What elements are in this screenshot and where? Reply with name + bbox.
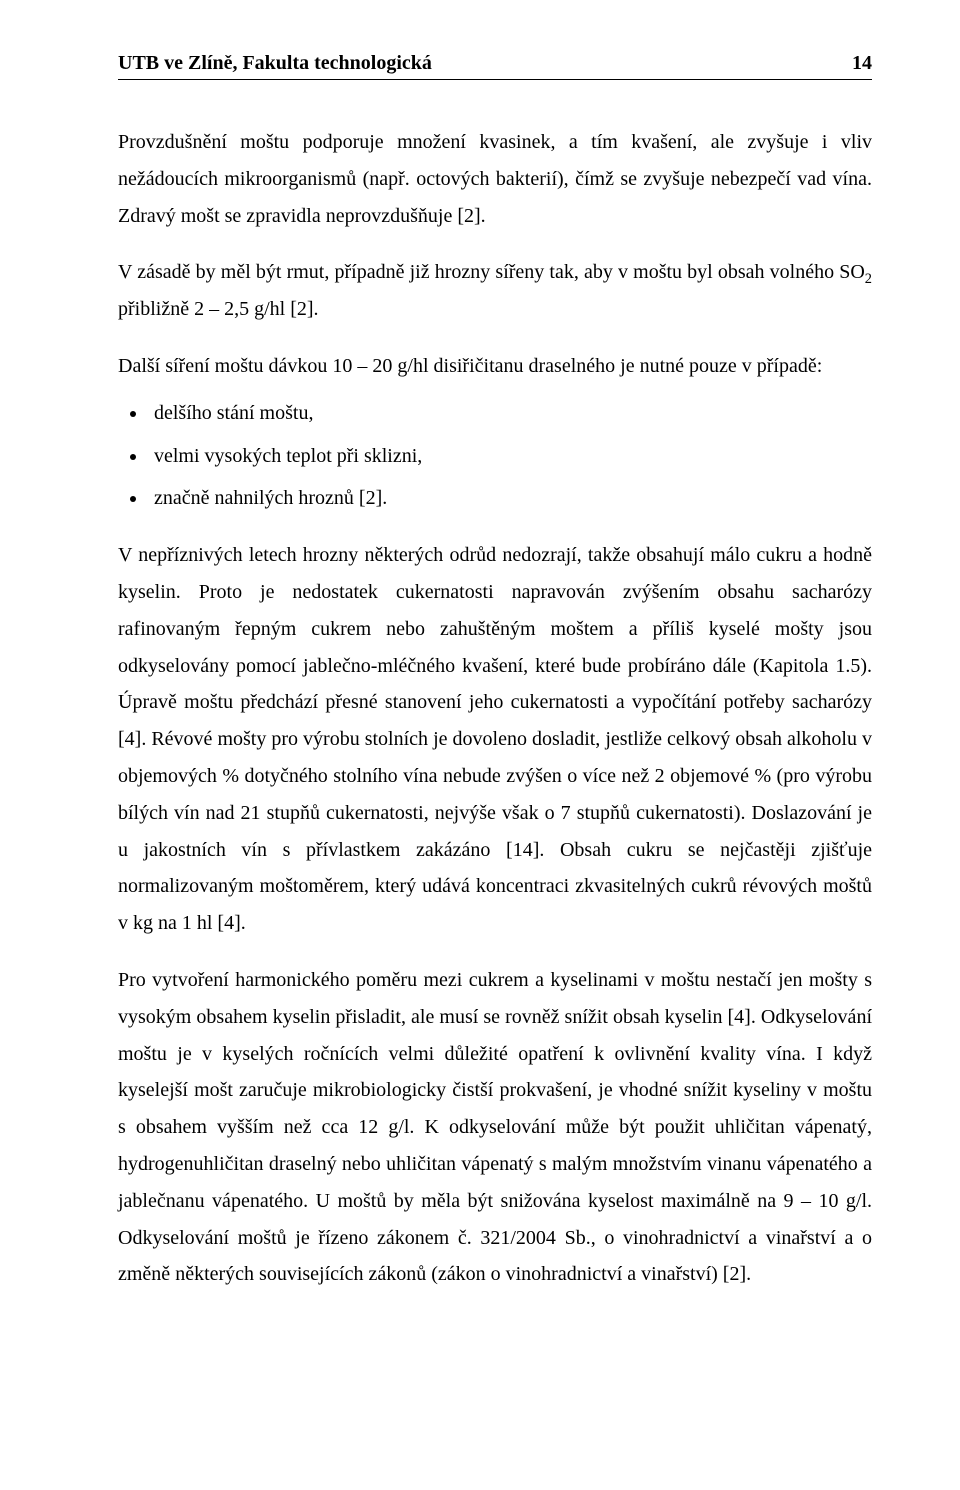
paragraph-3: Další síření moštu dávkou 10 – 20 g/hl d…: [118, 348, 872, 385]
paragraph-4: V nepříznivých letech hrozny některých o…: [118, 537, 872, 942]
document-page: UTB ve Zlíně, Fakulta technologická 14 P…: [0, 0, 960, 1490]
paragraph-3-text: Další síření moštu dávkou 10 – 20 g/hl d…: [118, 355, 822, 377]
page-header: UTB ve Zlíně, Fakulta technologická 14: [118, 52, 872, 80]
list-item: delšího stání moštu,: [148, 395, 872, 432]
list-item-text: velmi vysokých teplot při sklizni,: [154, 445, 422, 467]
paragraph-2-text-a: V zásadě by měl být rmut, případně již h…: [118, 261, 865, 283]
paragraph-1-text: Provzdušnění moštu podporuje množení kva…: [118, 131, 872, 227]
list-item-text: značně nahnilých hroznů [2].: [154, 487, 387, 509]
paragraph-5-text: Pro vytvoření harmonického poměru mezi c…: [118, 969, 872, 1285]
list-item: značně nahnilých hroznů [2].: [148, 480, 872, 517]
paragraph-4-text: V nepříznivých letech hrozny některých o…: [118, 544, 872, 934]
list-item: velmi vysokých teplot při sklizni,: [148, 438, 872, 475]
list-item-text: delšího stání moštu,: [154, 402, 313, 424]
paragraph-2: V zásadě by měl být rmut, případně již h…: [118, 254, 872, 328]
paragraph-5: Pro vytvoření harmonického poměru mezi c…: [118, 962, 872, 1293]
paragraph-2-text-b: přibližně 2 – 2,5 g/hl [2].: [118, 298, 319, 320]
header-page-number: 14: [852, 52, 872, 75]
bullet-list: delšího stání moštu, velmi vysokých tepl…: [118, 395, 872, 517]
so2-subscript: 2: [865, 271, 872, 287]
paragraph-1: Provzdušnění moštu podporuje množení kva…: [118, 124, 872, 234]
header-title: UTB ve Zlíně, Fakulta technologická: [118, 52, 432, 75]
